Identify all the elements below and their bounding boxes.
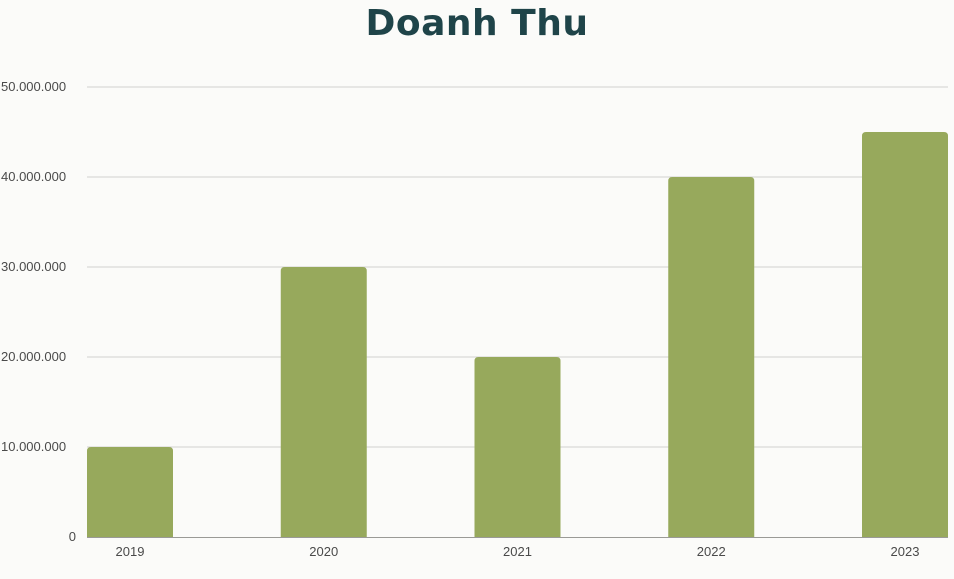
y-tick-label: 0 <box>69 529 76 544</box>
bars <box>87 132 948 537</box>
bar-2022 <box>668 177 755 537</box>
y-tick-label: 10.000.000 <box>1 439 66 454</box>
y-tick-label: 40.000.000 <box>1 169 66 184</box>
x-tick-label: 2019 <box>116 544 145 559</box>
bar-2019 <box>87 447 173 537</box>
x-axis-ticks: 2019 2020 2021 2022 2023 <box>116 544 920 559</box>
y-axis-ticks: 0 10.000.000 20.000.000 30.000.000 40.000.00… <box>1 79 76 544</box>
x-tick-label: 2022 <box>697 544 726 559</box>
y-tick-label: 50.000.000 <box>1 79 66 94</box>
chart-title: Doanh Thu <box>365 3 589 44</box>
x-tick-label: 2021 <box>503 544 532 559</box>
bar-2023 <box>862 132 948 537</box>
bar-2021 <box>474 357 561 537</box>
x-tick-label: 2023 <box>891 544 920 559</box>
bar-2020 <box>280 267 367 537</box>
y-tick-label: 20.000.000 <box>1 349 66 364</box>
y-tick-label: 30.000.000 <box>1 259 66 274</box>
x-tick-label: 2020 <box>309 544 338 559</box>
